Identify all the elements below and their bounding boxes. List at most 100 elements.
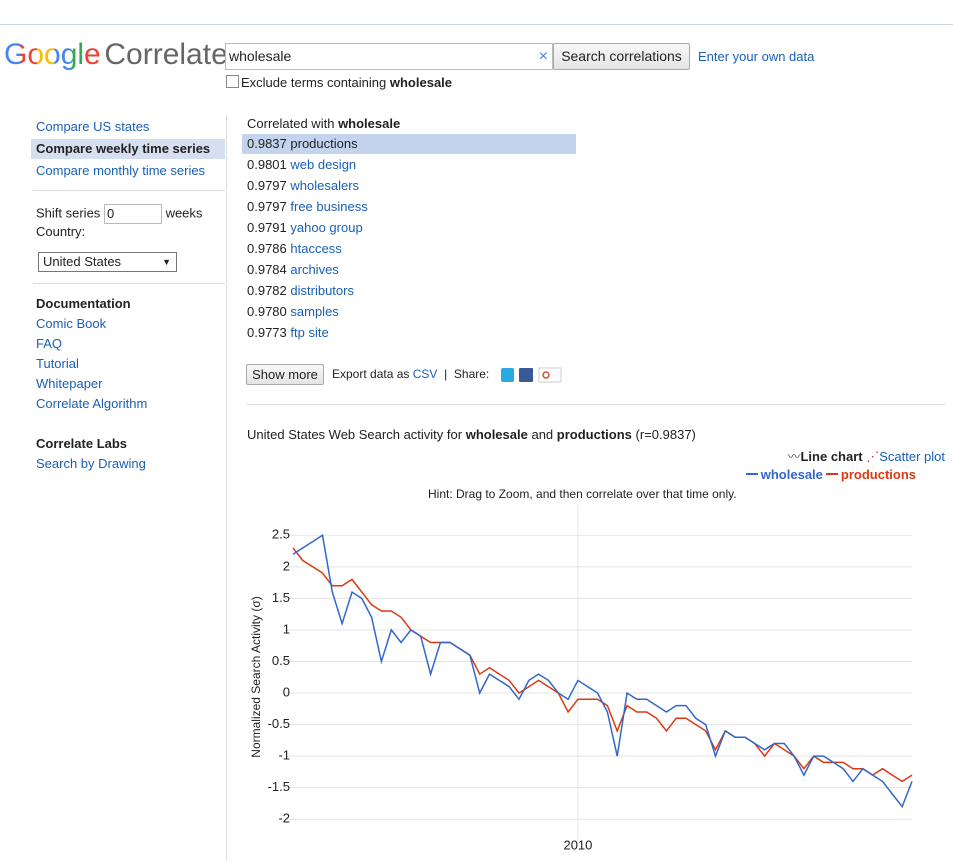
result-term[interactable]: archives [290,262,339,277]
result-score: 0.9837 [247,136,287,151]
result-term[interactable]: ftp site [290,325,329,340]
shift-label: Shift series [36,205,101,221]
result-row[interactable]: 0.9780 samples [242,302,576,322]
labs-heading: Correlate Labs [36,436,128,451]
result-row[interactable]: 0.9837 productions [242,134,576,154]
series-line [292,547,913,783]
result-row[interactable]: 0.9797 wholesalers [242,176,576,196]
country-value: United States [43,254,122,269]
doc-link[interactable]: Tutorial [36,356,79,371]
result-row[interactable]: 0.9782 distributors [242,281,576,301]
y-tick-label: 0.5 [272,653,290,668]
chart: Normalized Search Activity (σ) -2 -1.5 -1 -… [249,505,913,852]
y-tick-label: 1.5 [272,590,290,605]
heading-term1: wholesale [465,427,528,442]
dropdown-arrow: ▼ [162,257,171,267]
legend-label: wholesale [760,467,823,482]
result-score: 0.9791 [247,220,287,235]
heading-text: Correlated with [247,116,335,131]
export-row: Export data as CSV | Share: [332,367,489,381]
heading-and: and [531,427,554,442]
shift-input[interactable]: 0 [103,204,162,224]
result-term[interactable]: distributors [290,283,354,298]
result-score: 0.9780 [247,304,287,319]
nav-item[interactable]: Compare US states [36,119,150,134]
shift-row: Shift series 0 weeks [36,204,202,224]
hint: Hint: Drag to Zoom, and then correlate o… [428,487,737,501]
show-more-button[interactable]: Show more [246,364,324,385]
sidebar-divider [226,115,227,861]
y-tick-label: -1 [278,748,290,763]
checkbox[interactable] [226,75,239,88]
own-data-link[interactable]: Enter your own data [698,49,815,64]
result-term[interactable]: web design [290,157,357,172]
legend-swatch [745,473,758,475]
heading-term2: productions [556,427,632,442]
result-score: 0.9797 [247,178,287,193]
result-score: 0.9784 [247,262,287,277]
scatter-icon: ⋰ [866,449,880,464]
logo-correlate: Correlate [104,38,228,71]
results-heading: Correlated with wholesale [247,116,400,131]
view-line[interactable]: Line chart [800,449,863,464]
line-icon: 〰 [787,449,801,464]
gplus-glyph [542,371,550,379]
doc-link[interactable]: Comic Book [36,316,107,331]
legend-swatch [825,473,838,475]
heading-term: wholesale [338,116,401,131]
x-tick-label: 2010 [563,837,592,852]
result-score: 0.9782 [247,283,287,298]
logo-google: Google [4,38,101,71]
csv-link[interactable]: CSV [412,367,438,381]
result-row[interactable]: 0.9784 archives [242,260,576,280]
nav-item[interactable]: Compare monthly time series [36,163,206,178]
y-tick-label: -1.5 [268,779,290,794]
separator: | [444,367,448,381]
twitter-icon[interactable] [501,368,514,382]
doc-heading: Documentation [36,296,131,311]
gplus-icon[interactable] [538,367,562,383]
facebook-icon[interactable] [519,368,533,382]
y-tick-label: 2.5 [272,527,290,542]
result-row[interactable]: 0.9786 htaccess [242,239,576,259]
search-query: wholesale [229,48,292,64]
labs-link[interactable]: Search by Drawing [36,456,146,471]
divider [33,283,225,284]
legend-label: productions [840,467,916,482]
result-term[interactable]: free business [290,199,368,214]
result-term[interactable]: productions [290,136,358,151]
result-score: 0.9797 [247,199,287,214]
result-term[interactable]: samples [290,304,339,319]
result-row[interactable]: 0.9801 web design [242,155,576,175]
nav-item[interactable]: Compare weekly time series [31,139,225,159]
export-label: Export data as [332,367,410,381]
country-label: Country: [36,224,86,239]
search-box[interactable]: wholesale × [225,43,553,70]
y-tick-label: 0 [283,684,290,699]
result-score: 0.9801 [247,157,287,172]
doc-link[interactable]: FAQ [36,336,63,351]
clear-icon[interactable]: × [538,48,548,65]
series-line [292,534,913,809]
result-row[interactable]: 0.9791 yahoo group [242,218,576,238]
share-icons [501,367,562,383]
result-score: 0.9773 [247,325,287,340]
view-toggle: 〰Line chart ⋰Scatter plot [787,446,945,465]
result-score: 0.9786 [247,241,287,256]
y-tick-label: -0.5 [268,716,290,731]
doc-link[interactable]: Whitepaper [36,376,103,391]
result-term[interactable]: yahoo group [290,220,363,235]
country-select[interactable]: United States ▼ [38,252,177,272]
view-scatter[interactable]: Scatter plot [879,449,945,464]
exclude-label: Exclude terms containing [241,75,387,90]
result-row[interactable]: 0.9773 ftp site [242,323,576,343]
result-row[interactable]: 0.9797 free business [242,197,576,217]
search-button[interactable]: Search correlations [553,43,690,70]
y-axis-label: Normalized Search Activity (σ) [249,596,263,757]
result-term[interactable]: wholesalers [290,178,360,193]
doc-link[interactable]: Correlate Algorithm [36,396,148,411]
result-term[interactable]: htaccess [290,241,342,256]
y-tick-label: -2 [278,811,290,826]
logo[interactable]: Google Correlate [4,38,228,72]
